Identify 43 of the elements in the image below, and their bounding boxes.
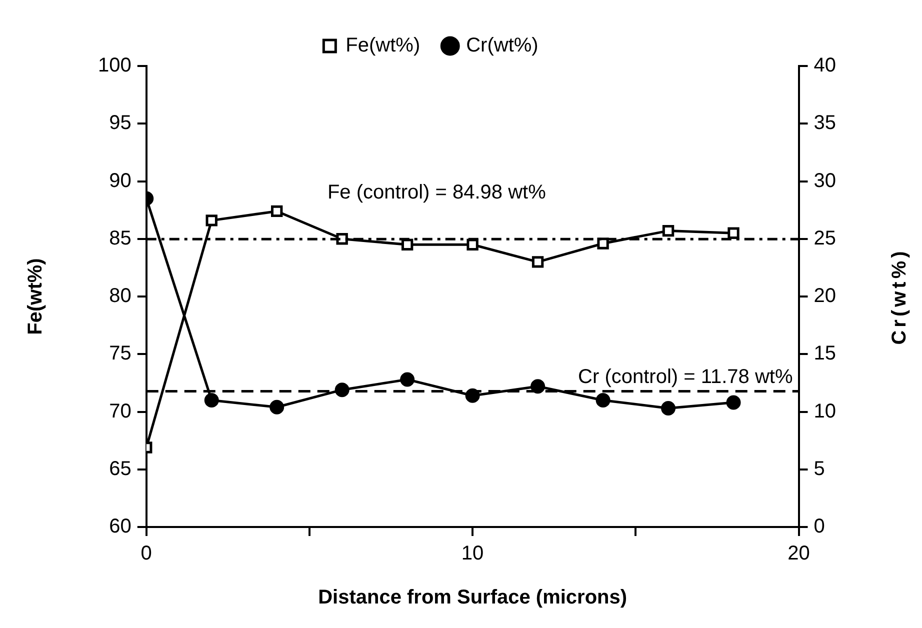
y2-tick-label: 40 bbox=[814, 54, 836, 77]
y-tick-label: 60 bbox=[109, 516, 132, 538]
x-axis-title: Distance from Surface (microns) bbox=[318, 586, 628, 609]
x-tick-label: 10 bbox=[461, 542, 484, 565]
point bbox=[204, 392, 219, 408]
point bbox=[206, 214, 218, 226]
point bbox=[270, 400, 284, 414]
point bbox=[662, 224, 674, 237]
y-tick-label: 85 bbox=[109, 227, 132, 250]
x-tick-label: 0 bbox=[140, 542, 152, 565]
point bbox=[661, 401, 676, 416]
point bbox=[728, 227, 740, 239]
y2-tick-label: 35 bbox=[814, 112, 836, 134]
y2-tick-label: 25 bbox=[814, 227, 836, 250]
y2-axis-title: Cr(wt%) bbox=[888, 248, 911, 345]
y-tick-label: 80 bbox=[109, 285, 132, 308]
y-tick-label: 90 bbox=[109, 170, 132, 192]
point bbox=[532, 256, 544, 268]
legend-label: Fe(wt%) bbox=[346, 34, 420, 57]
legend-label: Cr(wt%) bbox=[466, 34, 538, 57]
point bbox=[530, 379, 546, 394]
point bbox=[400, 372, 415, 387]
y-tick-label: 95 bbox=[109, 112, 132, 134]
ref-line-label: Fe (control) = 84.98 wt% bbox=[327, 182, 546, 204]
y-tick-label: 100 bbox=[98, 54, 132, 77]
point bbox=[466, 238, 478, 250]
y2-tick-label: 20 bbox=[814, 285, 836, 308]
y2-tick-label: 15 bbox=[814, 342, 836, 365]
point bbox=[401, 238, 414, 250]
y2-tick-label: 5 bbox=[814, 458, 825, 480]
y-tick-label: 75 bbox=[109, 342, 132, 365]
point bbox=[726, 395, 741, 410]
y2-tick-label: 10 bbox=[814, 400, 836, 422]
point bbox=[596, 392, 610, 408]
y2-tick-label: 0 bbox=[814, 516, 825, 538]
point bbox=[271, 205, 283, 218]
y-axis-title: Fe(wt%) bbox=[24, 258, 47, 335]
y2-tick-label: 30 bbox=[814, 170, 836, 192]
point bbox=[597, 238, 609, 250]
y-tick-label: 65 bbox=[109, 458, 132, 480]
ref-line-label: Cr (control) = 11.78 wt% bbox=[578, 366, 793, 388]
y-tick-label: 70 bbox=[109, 400, 132, 422]
x-tick-label: 20 bbox=[788, 542, 810, 565]
